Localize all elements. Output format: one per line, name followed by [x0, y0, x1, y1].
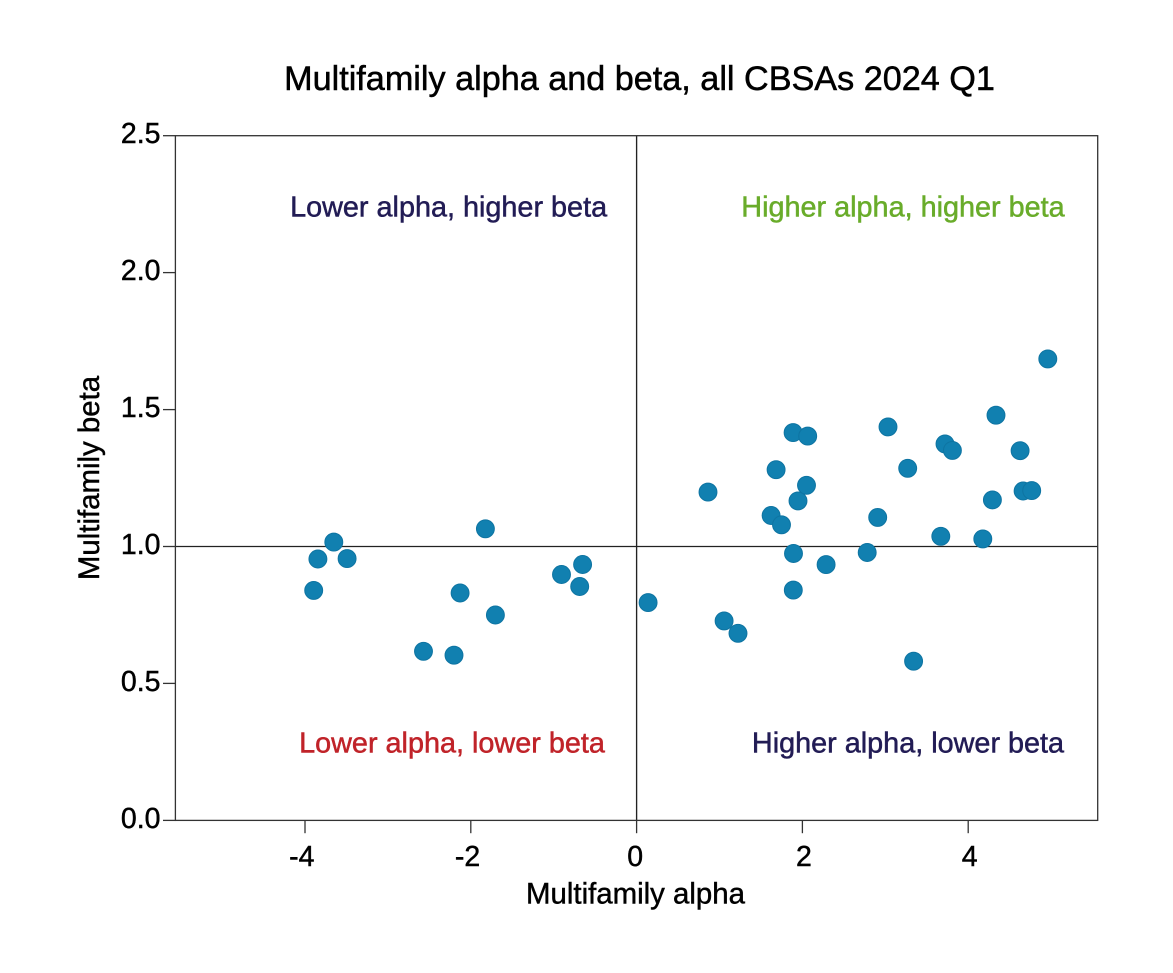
svg-text:0.5: 0.5 [121, 666, 161, 698]
svg-text:0: 0 [627, 841, 643, 873]
svg-text:Multifamily alpha and beta, al: Multifamily alpha and beta, all CBSAs 20… [284, 60, 995, 98]
svg-text:Multifamily beta: Multifamily beta [73, 375, 106, 580]
svg-text:2.5: 2.5 [121, 118, 161, 150]
svg-text:Higher alpha, lower beta: Higher alpha, lower beta [752, 728, 1065, 760]
svg-text:1.0: 1.0 [121, 529, 161, 561]
svg-text:Lower alpha, higher beta: Lower alpha, higher beta [290, 192, 608, 224]
svg-text:Higher alpha, higher beta: Higher alpha, higher beta [741, 192, 1065, 224]
svg-text:-4: -4 [289, 841, 314, 873]
svg-text:Multifamily alpha: Multifamily alpha [526, 878, 746, 911]
svg-text:0.0: 0.0 [121, 803, 161, 835]
svg-text:2: 2 [796, 841, 812, 873]
svg-text:-2: -2 [455, 841, 480, 873]
svg-text:Lower alpha, lower beta: Lower alpha, lower beta [299, 728, 606, 760]
svg-text:1.5: 1.5 [121, 392, 161, 424]
svg-text:2.0: 2.0 [121, 255, 161, 287]
svg-text:4: 4 [962, 841, 978, 873]
